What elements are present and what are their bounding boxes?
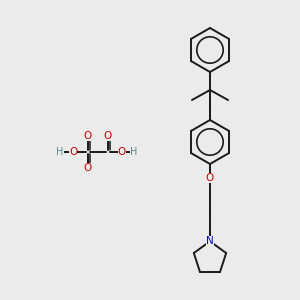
Text: N: N	[206, 236, 214, 246]
Text: H: H	[56, 147, 64, 157]
Text: O: O	[84, 163, 92, 173]
Text: O: O	[104, 131, 112, 141]
Text: O: O	[84, 131, 92, 141]
Text: O: O	[118, 147, 126, 157]
Text: O: O	[206, 173, 214, 183]
Text: H: H	[130, 147, 138, 157]
Text: O: O	[69, 147, 77, 157]
Text: N: N	[206, 238, 214, 248]
